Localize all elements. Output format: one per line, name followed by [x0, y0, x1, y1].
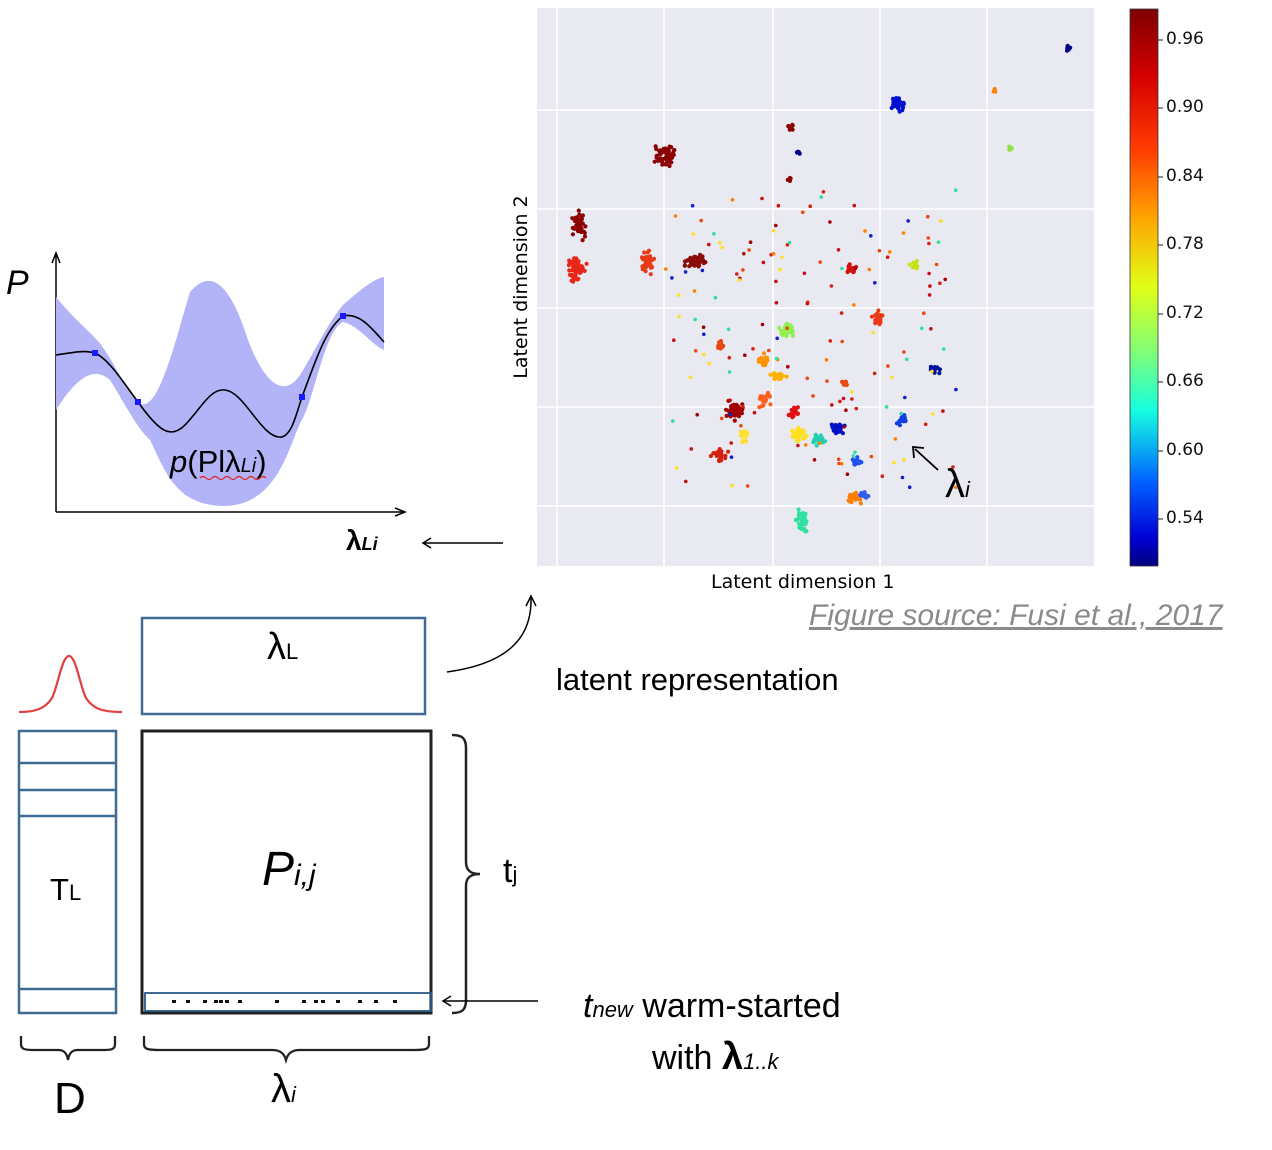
warm-start-row — [144, 992, 432, 1012]
warm-start-dots — [172, 1000, 397, 1003]
scatter-pointer-label: λi — [945, 462, 970, 506]
colorbar-tick-label: 0.90 — [1166, 97, 1204, 117]
colorbar-tick-label: 0.54 — [1166, 508, 1204, 528]
pij-matrix — [140, 729, 433, 1015]
d-brace — [19, 1036, 117, 1061]
scatter-x-label: Latent dimension 1 — [711, 571, 895, 593]
tl-label: TL — [50, 872, 82, 907]
colorbar — [1129, 8, 1159, 567]
curved-arrow-to-scatter — [446, 594, 537, 673]
scatter-y-label: Latent dimension 2 — [510, 195, 532, 379]
lambda-i-pointer-arrow — [912, 446, 939, 471]
tl-table — [17, 729, 118, 1015]
scatter-grid — [537, 8, 1094, 566]
d-label: D — [54, 1074, 86, 1123]
lambda-i-brace — [142, 1036, 431, 1065]
colorbar-tick-label: 0.78 — [1166, 234, 1204, 254]
colorbar-ticks — [1158, 39, 1163, 520]
spellcheck-underline — [199, 475, 267, 481]
colorbar-tick-label: 0.84 — [1166, 166, 1204, 186]
gp-annotation: p(PlλLi) — [170, 444, 267, 479]
colorbar-tick-label: 0.66 — [1166, 371, 1204, 391]
scatter-plot-area — [537, 8, 1094, 566]
latent-box-label: λL — [267, 626, 299, 668]
latent-box — [140, 616, 427, 716]
gp-y-label: P — [6, 264, 29, 302]
figure-source-link[interactable]: Figure source: Fusi et al., 2017 — [809, 599, 1223, 632]
gp-observation-points — [92, 313, 346, 405]
colorbar-tick-label: 0.60 — [1166, 440, 1204, 460]
warm-start-text-line1: tnew warm-started — [583, 987, 841, 1025]
tj-label: tj — [503, 852, 518, 890]
latent-representation-text: latent representation — [556, 662, 839, 697]
tj-brace — [451, 733, 481, 1015]
prior-gaussian-curve — [18, 654, 123, 714]
arrow-to-lambda-li — [421, 537, 503, 549]
colorbar-tick-label: 0.72 — [1166, 303, 1204, 323]
gp-x-label: λLi — [346, 525, 378, 556]
colorbar-tick-label: 0.96 — [1166, 29, 1204, 49]
gp-mean-curve — [55, 314, 385, 438]
gp-confidence-band — [56, 277, 384, 506]
warm-start-text-line2: with λ1..k — [652, 1036, 779, 1078]
lambda-i-label: λi — [271, 1067, 296, 1111]
pij-label: Pi,j — [262, 843, 316, 896]
warm-start-arrow — [441, 995, 538, 1007]
scatter-points — [566, 43, 1073, 534]
